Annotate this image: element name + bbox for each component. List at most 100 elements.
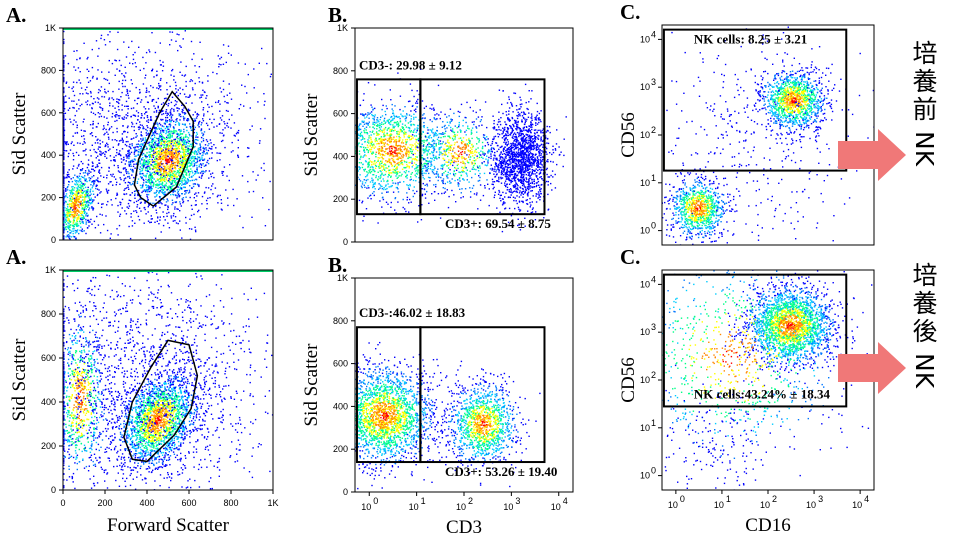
data-point xyxy=(161,187,164,189)
data-point xyxy=(406,192,408,194)
data-point xyxy=(90,171,92,173)
data-point xyxy=(74,202,76,204)
data-point xyxy=(189,94,191,96)
data-point xyxy=(157,179,159,181)
data-point xyxy=(132,171,134,173)
data-point xyxy=(81,103,83,106)
data-point xyxy=(79,71,81,73)
data-point xyxy=(64,150,66,152)
data-point xyxy=(87,93,89,95)
data-point xyxy=(160,153,163,156)
data-point xyxy=(247,147,249,149)
data-point xyxy=(377,134,379,136)
data-point xyxy=(107,143,109,146)
data-point xyxy=(219,110,221,112)
data-point xyxy=(125,171,127,173)
data-point xyxy=(190,145,193,148)
data-point xyxy=(381,140,383,142)
data-point xyxy=(174,81,177,84)
data-point xyxy=(153,132,155,134)
data-point xyxy=(101,71,103,73)
data-point xyxy=(70,207,72,209)
data-point xyxy=(434,191,436,193)
data-point xyxy=(118,102,120,105)
data-point xyxy=(137,199,140,202)
data-point xyxy=(187,119,190,121)
data-point xyxy=(338,169,339,170)
data-point xyxy=(126,172,128,175)
data-point xyxy=(91,180,94,183)
data-point xyxy=(369,168,372,171)
data-point xyxy=(397,116,399,118)
data-point xyxy=(191,179,193,182)
data-point xyxy=(390,139,392,141)
data-point xyxy=(148,175,150,177)
data-point xyxy=(392,127,394,129)
data-point xyxy=(171,107,173,110)
data-point xyxy=(78,196,81,198)
data-point xyxy=(63,122,65,124)
data-point xyxy=(216,159,218,162)
data-point xyxy=(74,200,76,202)
data-point xyxy=(402,142,405,144)
data-point xyxy=(147,167,149,169)
data-point xyxy=(140,143,142,145)
data-point xyxy=(145,51,148,54)
data-point xyxy=(141,114,143,117)
data-point xyxy=(386,161,388,163)
data-point xyxy=(116,192,118,194)
data-point xyxy=(80,218,82,220)
data-point xyxy=(179,183,181,185)
data-point xyxy=(175,121,177,123)
data-point xyxy=(207,110,209,113)
data-point xyxy=(63,123,65,125)
data-point xyxy=(181,193,183,195)
data-point xyxy=(107,200,109,203)
data-point xyxy=(187,142,190,144)
data-point xyxy=(144,141,146,143)
data-point xyxy=(411,144,413,146)
data-point xyxy=(408,127,411,129)
data-point xyxy=(187,149,189,151)
data-point xyxy=(131,225,134,227)
data-point xyxy=(188,160,190,162)
data-point xyxy=(183,176,185,179)
data-point xyxy=(149,147,152,149)
data-point xyxy=(179,169,181,171)
data-point xyxy=(199,147,202,149)
data-point xyxy=(173,75,175,77)
data-point xyxy=(135,86,137,89)
data-point xyxy=(103,77,105,80)
data-point xyxy=(160,173,162,176)
data-point xyxy=(176,101,178,103)
data-point xyxy=(189,162,192,165)
data-point xyxy=(405,120,407,122)
data-point xyxy=(185,149,187,151)
data-point xyxy=(359,167,361,169)
data-point xyxy=(181,188,183,190)
data-point xyxy=(74,205,76,207)
data-point xyxy=(152,144,154,147)
data-point xyxy=(202,172,204,175)
data-point xyxy=(251,125,253,127)
data-point xyxy=(136,146,138,148)
data-point xyxy=(378,157,381,159)
data-point xyxy=(63,237,65,240)
data-point xyxy=(428,202,430,204)
data-point xyxy=(168,174,170,176)
data-point xyxy=(168,227,171,229)
data-point xyxy=(435,118,437,121)
data-point xyxy=(67,211,70,213)
data-point xyxy=(378,188,380,190)
data-point xyxy=(144,108,147,110)
data-point xyxy=(160,140,163,142)
data-point xyxy=(166,140,169,142)
data-point xyxy=(161,147,163,150)
data-point xyxy=(149,221,151,224)
data-point xyxy=(160,152,163,154)
data-point xyxy=(435,176,437,178)
data-point xyxy=(421,118,423,120)
data-point xyxy=(187,171,190,173)
data-point xyxy=(426,153,429,155)
data-point xyxy=(67,171,69,173)
